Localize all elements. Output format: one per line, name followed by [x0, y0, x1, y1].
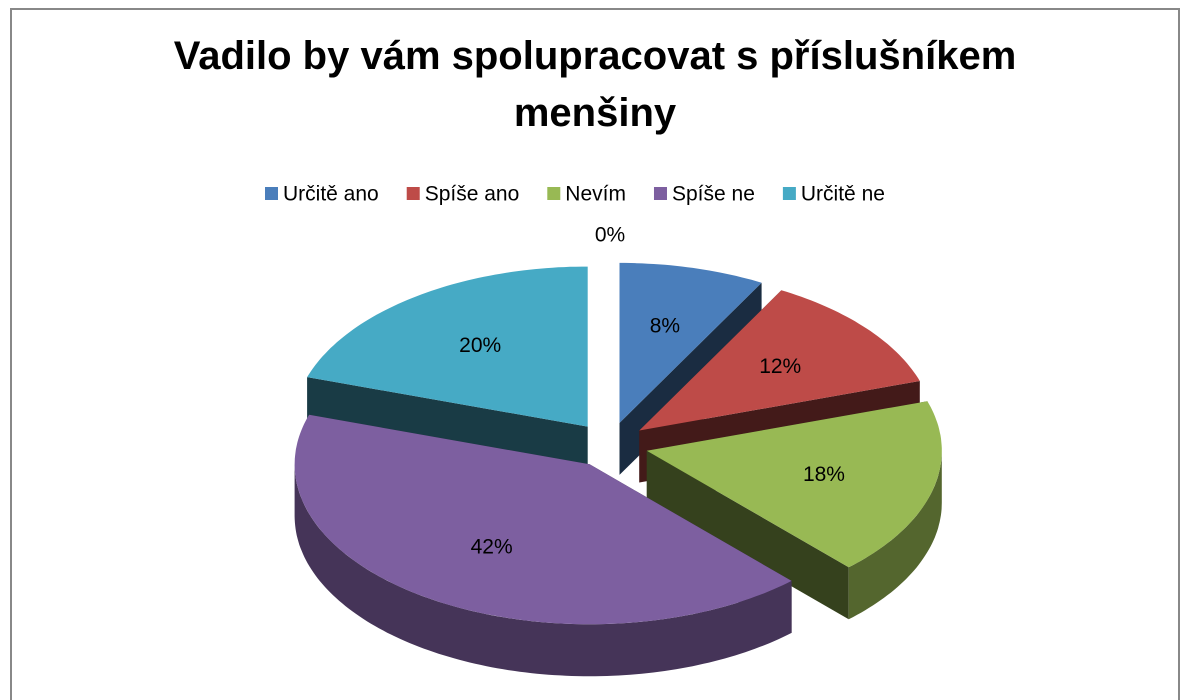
legend-swatch — [782, 187, 796, 200]
slice — [646, 401, 942, 568]
legend-swatch — [547, 187, 561, 200]
slice-side — [646, 450, 849, 620]
data-label: 42% — [471, 536, 513, 559]
data-label: 8% — [650, 314, 680, 337]
data-label: 0% — [595, 224, 625, 247]
slice — [619, 262, 762, 423]
data-label: 20% — [459, 334, 501, 357]
slice-side — [848, 450, 942, 620]
data-label: 18% — [803, 463, 845, 486]
slice — [639, 290, 920, 431]
legend-label: Spíše ne — [672, 183, 755, 206]
slice — [307, 266, 588, 427]
legend-swatch — [653, 187, 667, 200]
chart-title: Vadilo by vám spolupracovat s příslušník… — [173, 34, 1017, 135]
slice — [294, 414, 792, 625]
legend-label: Určitě ano — [283, 183, 379, 206]
legend-swatch — [406, 187, 420, 200]
legend-swatch — [265, 187, 278, 200]
legend-label: Určitě ne — [801, 183, 885, 206]
slice-side — [294, 464, 792, 677]
data-label: 12% — [759, 355, 801, 378]
legend-label: Nevím — [565, 183, 626, 206]
legend-label: Spíše ano — [425, 183, 520, 206]
